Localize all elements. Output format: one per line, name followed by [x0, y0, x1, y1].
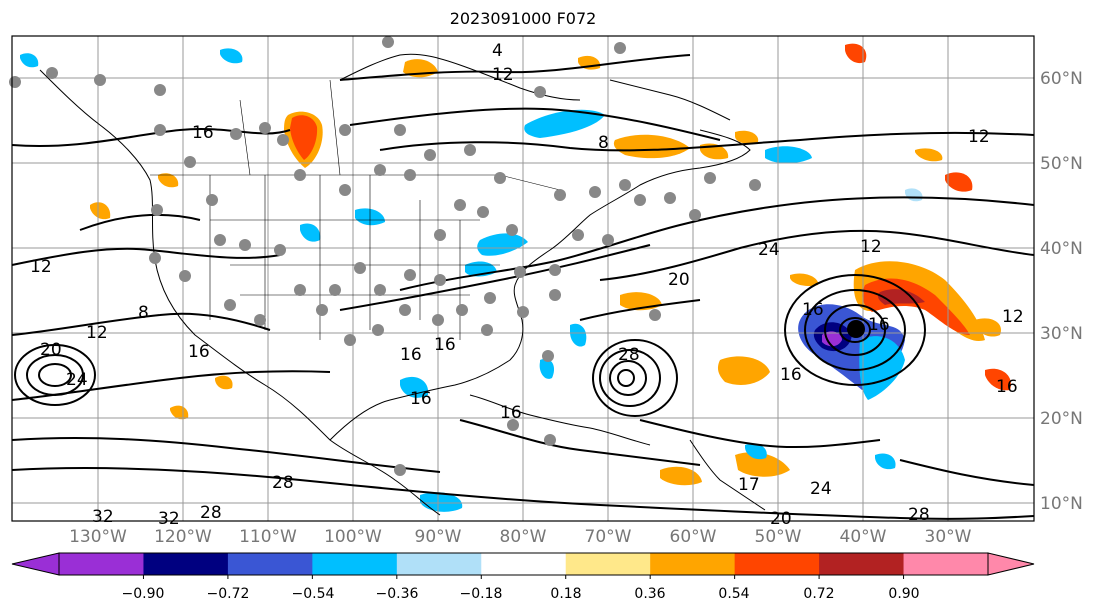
contour-label: 28: [908, 505, 930, 525]
lat-label: 10°N: [1040, 494, 1083, 514]
closed-contours: [14, 274, 926, 417]
colorbar-tick-labels: −0.90 −0.72 −0.54 −0.36 −0.18 0.18 0.36 …: [122, 586, 920, 602]
colorbar-tick-label: 0.54: [718, 586, 749, 602]
colorbar-segment: [819, 553, 905, 575]
colorbar: [11, 552, 1035, 579]
lon-label: 70°W: [585, 527, 632, 547]
contour-label: 12: [968, 127, 990, 147]
contour-label: 12: [860, 237, 882, 257]
lon-label: 90°W: [415, 527, 462, 547]
colorbar-tick-label: −0.36: [376, 586, 419, 602]
contour-label: 8: [138, 303, 149, 323]
contour-label: 16: [780, 365, 802, 385]
contour-label: 17: [738, 475, 760, 495]
lon-label: 110°W: [239, 527, 297, 547]
colorbar-extend-under: [11, 552, 60, 576]
contour-label: 28: [200, 503, 222, 523]
colorbar-frame: [58, 552, 989, 576]
lat-label: 50°N: [1040, 154, 1083, 174]
contour-label: 20: [668, 270, 690, 290]
latitude-labels: 60°N 50°N 40°N 30°N 20°N 10°N: [1040, 69, 1083, 514]
colorbar-segment: [565, 553, 651, 575]
lat-label: 40°N: [1040, 239, 1083, 259]
contour-label: 16: [500, 403, 522, 423]
contour-label: 16: [802, 300, 824, 320]
colorbar-tick-label: −0.54: [292, 586, 335, 602]
colorbar-tick-label: 0.90: [888, 586, 919, 602]
contour-label: 32: [92, 507, 114, 527]
colorbar-segment: [312, 553, 398, 575]
colorbar-tick-label: 0.36: [634, 586, 665, 602]
colorbar-extend-over: [987, 552, 1035, 576]
colorbar-tick-label: −0.18: [460, 586, 503, 602]
contour-label: 12: [30, 257, 52, 277]
contour-label: 16: [868, 315, 890, 335]
contour-label: 32: [158, 509, 180, 529]
colorbar-segment: [143, 553, 229, 575]
colorbar-segment: [396, 553, 482, 575]
lon-label: 50°W: [755, 527, 802, 547]
contour-label: 24: [758, 240, 780, 260]
colorbar-tick-label: 0.18: [550, 586, 581, 602]
colorbar-segment: [903, 553, 989, 575]
contour-lines: [11, 54, 1035, 520]
storm-center-marker: [847, 320, 865, 338]
lon-label: 120°W: [154, 527, 212, 547]
lat-label: 30°N: [1040, 324, 1083, 344]
contour-label: 16: [410, 389, 432, 409]
contour-label: 28: [618, 345, 640, 365]
colorbar-segment: [481, 553, 567, 575]
lon-label: 40°W: [840, 527, 887, 547]
lon-label: 60°W: [670, 527, 717, 547]
lat-label: 60°N: [1040, 69, 1083, 89]
colorbar-segment: [227, 553, 313, 575]
contour-label: 4: [492, 41, 503, 61]
colorbar-tick-label: −0.90: [122, 586, 165, 602]
lat-label: 20°N: [1040, 409, 1083, 429]
lon-label: 130°W: [69, 527, 127, 547]
map-title: 2023091000 F072: [449, 9, 597, 28]
contour-label: 16: [400, 345, 422, 365]
contour-label: 16: [188, 342, 210, 362]
lon-label: 30°W: [925, 527, 972, 547]
contour-label: 24: [66, 370, 88, 390]
contour-label: 28: [272, 473, 294, 493]
contour-label-group: 4 12 8 12 16 24 12 20 12 16 16 16 16 12 …: [30, 41, 1024, 529]
contour-label: 12: [1002, 307, 1024, 327]
longitude-labels: 130°W 120°W 110°W 100°W 90°W 80°W 70°W 6…: [69, 527, 972, 547]
contour-label: 16: [434, 335, 456, 355]
colorbar-segment: [59, 553, 144, 575]
contour-label: 24: [810, 479, 832, 499]
contour-label: 12: [492, 65, 514, 85]
contour-label: 12: [86, 323, 108, 343]
colorbar-tick-label: −0.72: [207, 586, 250, 602]
lon-label: 100°W: [324, 527, 382, 547]
contour-label: 8: [598, 133, 609, 153]
colorbar-tick-label: 0.72: [803, 586, 834, 602]
contour-label: 20: [40, 340, 62, 360]
map-frame: [11, 35, 1035, 522]
lon-label: 80°W: [500, 527, 547, 547]
colorbar-segment: [734, 553, 820, 575]
colorbar-segment: [650, 553, 736, 575]
contour-label: 16: [192, 123, 214, 143]
contour-label: 16: [996, 377, 1018, 397]
contour-label: 20: [770, 509, 792, 529]
